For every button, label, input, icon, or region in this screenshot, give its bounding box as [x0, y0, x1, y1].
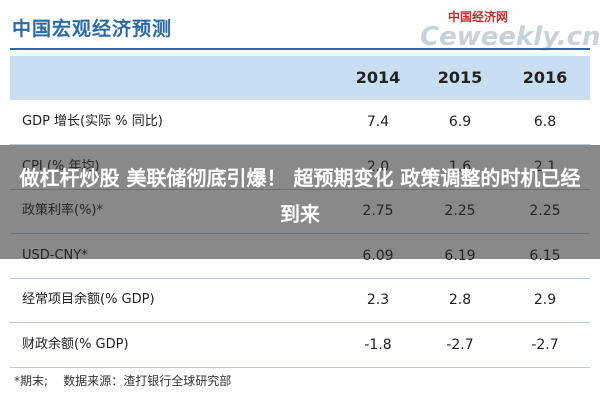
table-header: 2014 2015 2016	[10, 56, 590, 100]
watermark: 中国经济网	[448, 10, 509, 24]
title: 中国宏观经济预测	[12, 18, 173, 40]
table-row: GDP 增长(实际 % 同比) 7.4 6.9 6.8	[10, 100, 590, 145]
cell: 2.8	[448, 292, 472, 308]
rule	[10, 48, 590, 50]
footnote: *期末; 数据来源：渣打银行全球研究部	[14, 374, 232, 388]
cell: -2.7	[446, 336, 474, 353]
watermark-site: Ceweekly.cn	[420, 22, 600, 52]
cell: 2.9	[533, 292, 557, 308]
cell: -2.7	[531, 336, 559, 353]
cell: 6.9	[448, 114, 472, 130]
cell: 7.4	[366, 114, 390, 130]
column-header: 2016	[522, 68, 568, 87]
row-label: 经常项目余额(% GDP)	[22, 292, 155, 307]
table-row: 财政余额(% GDP) -1.8 -2.7 -2.7	[10, 323, 590, 368]
row-label: GDP 增长(实际 % 同比)	[22, 114, 163, 129]
cell: 2.3	[366, 292, 390, 308]
headline[interactable]: 做杠杆炒股 美联储彻底引爆！ 超预期变化 政策调整的时机已经到来	[19, 166, 581, 226]
cell: -1.8	[364, 336, 392, 353]
cell: 6.8	[533, 114, 557, 130]
table-row: 经常项目余额(% GDP) 2.3 2.8 2.9	[10, 278, 590, 323]
banner	[0, 145, 600, 259]
column-header: 2015	[437, 68, 483, 87]
row-label: 财政余额(% GDP)	[22, 336, 129, 352]
column-header: 2014	[355, 68, 401, 87]
